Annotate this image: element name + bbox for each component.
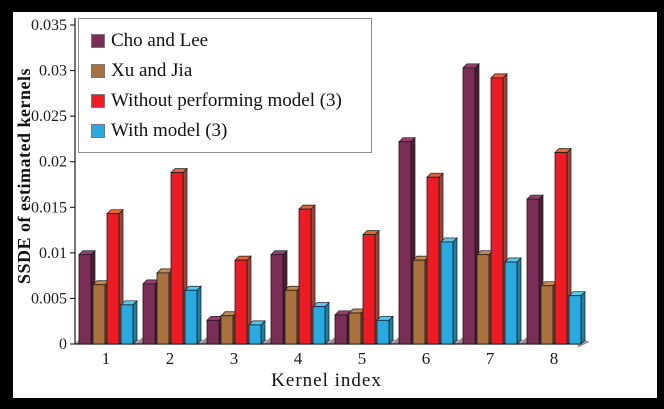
x-axis-label: Kernel index [271,370,382,391]
svg-text:7: 7 [486,349,495,368]
legend-swatch-icon [91,124,105,138]
bar [106,208,124,345]
svg-text:0.03: 0.03 [39,63,67,80]
svg-text:0.01: 0.01 [39,245,67,262]
legend-label: Without performing model (3) [111,90,342,111]
svg-text:0: 0 [59,336,67,353]
bar [78,249,96,345]
bar [490,73,508,345]
y-axis-label: SSDE of estimated kernels [14,68,34,284]
svg-text:0.005: 0.005 [31,290,67,307]
legend-item-2: Xu and Jia [91,56,361,86]
bar [312,301,330,345]
bar [184,285,202,345]
bar [234,255,252,345]
bar [334,309,352,345]
legend-item-4: With model (3) [91,116,361,146]
svg-text:8: 8 [550,349,559,368]
bar [376,315,394,345]
svg-text:6: 6 [422,349,431,368]
bar [362,229,380,345]
svg-text:0.035: 0.035 [31,17,67,34]
legend-label: Cho and Lee [111,30,209,51]
legend-swatch-icon [91,94,105,108]
svg-text:0.025: 0.025 [31,108,67,125]
bar [526,194,544,345]
legend-swatch-icon [91,64,105,78]
bar-series-3 [106,73,572,345]
bar [504,257,522,345]
x-tick-labels: 1 2 3 4 5 6 7 8 [102,349,559,368]
bar [440,237,458,345]
bar [298,204,316,345]
svg-text:2: 2 [166,349,175,368]
legend: Cho and Lee Xu and Jia Without performing … [78,18,372,153]
svg-text:3: 3 [230,349,239,368]
bar [120,299,138,345]
bar [554,147,572,345]
svg-text:1: 1 [102,349,111,368]
bar [540,280,558,345]
svg-text:5: 5 [358,349,367,368]
svg-text:0.02: 0.02 [39,154,67,171]
plot-area: 0 0.005 0.01 0.015 0.02 0.025 0.03 0.035 1 2 3 4 5 6 7… [13,12,657,398]
chart-canvas: 0 0.005 0.01 0.015 0.02 0.025 0.03 0.035 1 2 3 4 5 6 7… [31,17,590,368]
bar [270,249,288,345]
legend-item-3: Without performing model (3) [91,86,361,116]
y-tick-labels: 0 0.005 0.01 0.015 0.02 0.025 0.03 0.035 [31,17,75,353]
legend-swatch-icon [91,34,105,48]
legend-label: With model (3) [111,120,228,141]
svg-text:0.015: 0.015 [31,199,67,216]
svg-text:4: 4 [294,349,303,368]
bar [92,279,110,345]
bar-series-4 [120,237,586,345]
bar [568,290,586,345]
legend-item-1: Cho and Lee [91,26,361,56]
bar-series-1 [78,62,544,345]
legend-label: Xu and Jia [111,60,193,81]
bar [248,320,266,345]
